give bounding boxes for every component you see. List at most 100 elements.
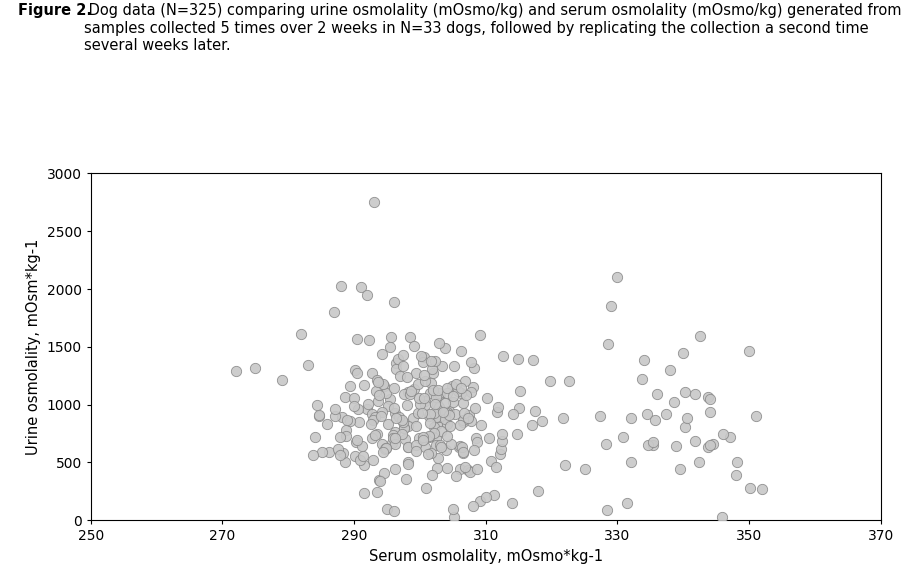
Point xyxy=(658,410,673,419)
Point xyxy=(458,462,472,472)
Point xyxy=(397,423,411,432)
Point xyxy=(350,334,364,343)
Point xyxy=(357,380,371,390)
Point xyxy=(336,449,350,458)
Point xyxy=(623,458,637,467)
Point xyxy=(494,429,508,438)
Point xyxy=(400,372,414,381)
Point xyxy=(388,439,402,449)
Point xyxy=(372,390,387,399)
Point xyxy=(420,450,435,459)
Point xyxy=(390,414,404,423)
Point xyxy=(680,413,695,423)
Point xyxy=(381,401,396,410)
Point xyxy=(410,409,425,418)
Point xyxy=(356,488,370,497)
Point xyxy=(409,421,423,431)
Text: Dog data (N=325) comparing urine osmolality (mOsmo/kg) and serum osmolality (mOs: Dog data (N=325) comparing urine osmolal… xyxy=(84,3,901,53)
Point xyxy=(443,422,458,431)
Point xyxy=(431,388,446,398)
Point xyxy=(678,423,693,432)
Point xyxy=(385,438,400,447)
Point xyxy=(461,465,476,475)
Point xyxy=(412,434,427,443)
Point xyxy=(400,387,415,397)
Point xyxy=(418,397,432,406)
Point xyxy=(438,344,452,353)
Point xyxy=(466,382,480,391)
Point xyxy=(398,435,412,444)
Point xyxy=(366,455,380,465)
Point xyxy=(447,361,461,370)
Point xyxy=(464,416,479,425)
Point xyxy=(723,432,737,441)
Point xyxy=(426,369,440,378)
Point xyxy=(411,393,426,402)
Point xyxy=(312,411,327,420)
Point xyxy=(462,411,477,420)
Point xyxy=(496,351,510,361)
Point xyxy=(542,376,557,386)
Point xyxy=(470,464,485,473)
Point xyxy=(340,416,355,425)
Point xyxy=(755,484,769,494)
Point xyxy=(426,385,440,394)
Point xyxy=(469,434,483,443)
Point xyxy=(400,421,415,430)
Point xyxy=(328,412,342,421)
Point xyxy=(418,442,432,451)
Point xyxy=(702,407,716,416)
Point xyxy=(228,366,242,376)
Point xyxy=(413,351,428,361)
Point xyxy=(434,442,449,451)
Point xyxy=(381,419,396,428)
Point xyxy=(423,388,438,398)
Point xyxy=(716,429,730,438)
Point xyxy=(481,434,496,443)
Point xyxy=(459,391,473,400)
Point xyxy=(620,499,635,508)
Point xyxy=(370,429,385,438)
Point xyxy=(730,457,745,466)
Point xyxy=(294,329,309,339)
Point xyxy=(370,397,385,406)
Point xyxy=(320,419,334,428)
Point xyxy=(386,506,400,516)
Point xyxy=(346,402,360,411)
Point xyxy=(387,298,401,307)
Point xyxy=(511,354,526,364)
Point xyxy=(454,347,469,356)
Point xyxy=(403,390,418,399)
Point xyxy=(430,391,445,401)
Point xyxy=(422,418,437,428)
Point xyxy=(356,451,370,461)
Point xyxy=(446,392,460,401)
Point xyxy=(463,468,478,477)
Point xyxy=(418,400,432,409)
Point xyxy=(431,339,446,348)
Point xyxy=(445,381,459,391)
Point xyxy=(379,388,393,398)
Point xyxy=(424,378,439,387)
Point xyxy=(360,290,374,299)
Point xyxy=(449,471,463,480)
Point xyxy=(421,432,436,442)
Point xyxy=(439,464,454,473)
Point xyxy=(467,363,481,372)
Point xyxy=(375,448,390,457)
Point xyxy=(338,392,352,402)
Point xyxy=(454,443,469,452)
Point xyxy=(350,368,364,377)
Point xyxy=(447,512,461,521)
Point xyxy=(431,412,446,421)
Point xyxy=(418,376,432,386)
Point xyxy=(673,464,687,473)
Point xyxy=(463,388,478,397)
Point xyxy=(429,420,444,429)
Point xyxy=(428,399,442,409)
Point xyxy=(510,430,525,439)
Point xyxy=(409,446,423,455)
Point xyxy=(456,398,470,407)
Point xyxy=(373,477,388,486)
Point xyxy=(347,393,361,402)
